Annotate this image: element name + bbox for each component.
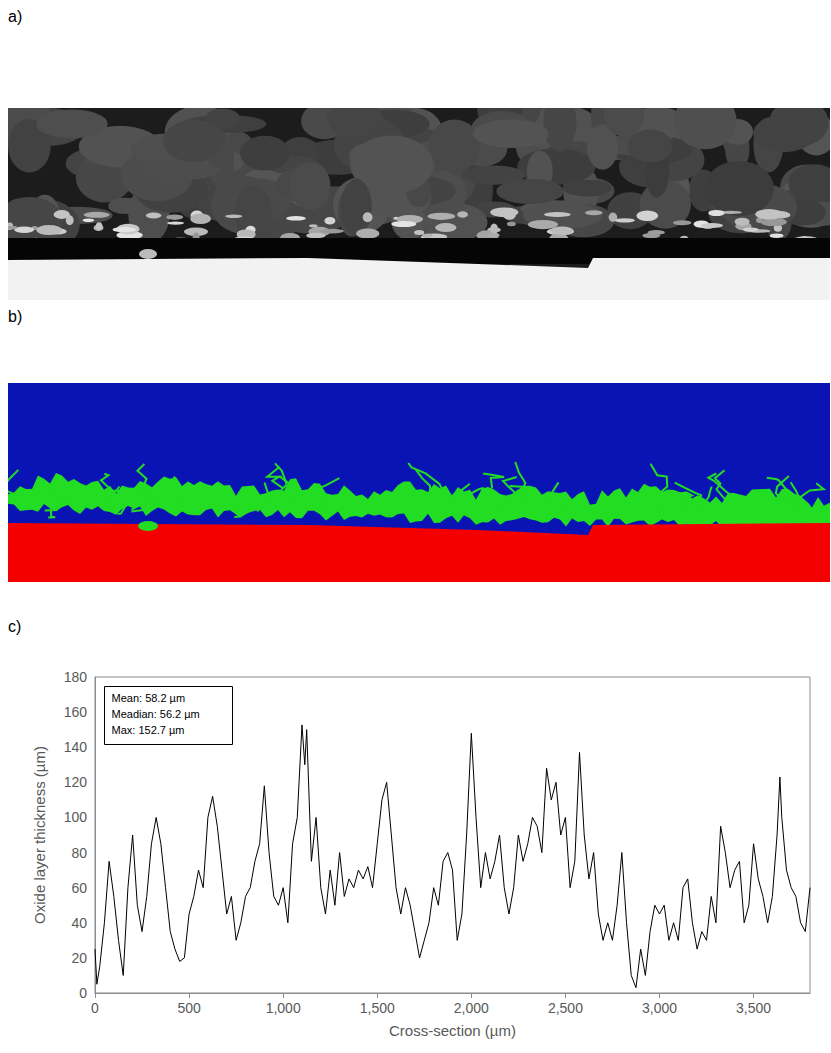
svg-text:500: 500 bbox=[177, 1000, 201, 1016]
svg-text:2,000: 2,000 bbox=[454, 1000, 489, 1016]
svg-text:2,500: 2,500 bbox=[548, 1000, 583, 1016]
svg-text:100: 100 bbox=[64, 809, 88, 825]
html-text:c): c) bbox=[8, 618, 22, 635]
svg-text:1,000: 1,000 bbox=[266, 1000, 301, 1016]
svg-text:40: 40 bbox=[71, 915, 87, 931]
html-text:a): a) bbox=[8, 8, 23, 25]
svg-text:Meadian: 56.2 µm: Meadian: 56.2 µm bbox=[112, 708, 200, 720]
html-text:b): b) bbox=[8, 308, 23, 325]
svg-text:180: 180 bbox=[64, 669, 88, 685]
svg-text:3,000: 3,000 bbox=[642, 1000, 677, 1016]
svg-text:0: 0 bbox=[79, 985, 87, 1001]
svg-text:60: 60 bbox=[71, 880, 87, 896]
svg-text:3,500: 3,500 bbox=[736, 1000, 771, 1016]
svg-text:Cross-section (µm): Cross-section (µm) bbox=[389, 1022, 516, 1039]
svg-text:160: 160 bbox=[64, 704, 88, 720]
svg-text:0: 0 bbox=[91, 1000, 99, 1016]
svg-text:Mean: 58.2 µm: Mean: 58.2 µm bbox=[112, 692, 186, 704]
svg-text:Max: 152.7 µm: Max: 152.7 µm bbox=[112, 724, 185, 736]
svg-text:Oxide layer thickness (µm): Oxide layer thickness (µm) bbox=[31, 746, 48, 924]
svg-text:80: 80 bbox=[71, 845, 87, 861]
svg-text:1,500: 1,500 bbox=[360, 1000, 395, 1016]
svg-text:140: 140 bbox=[64, 739, 88, 755]
svg-text:20: 20 bbox=[71, 950, 87, 966]
svg-text:120: 120 bbox=[64, 774, 88, 790]
